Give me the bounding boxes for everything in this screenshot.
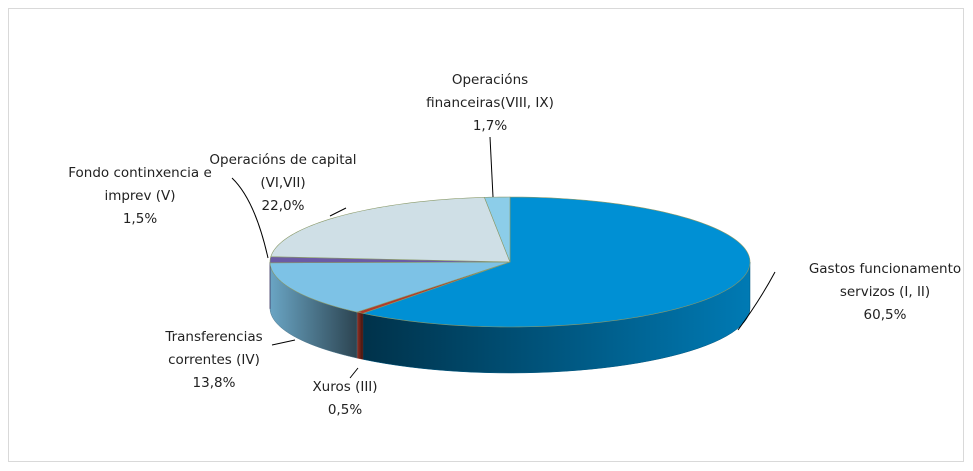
label-value: 0,5% [327,402,363,418]
chart-frame [8,8,964,462]
label-value: 1,5% [122,211,158,227]
data-label: Gastos funcionamento servizos (I, II) 60,… [790,258,973,327]
label-name: Operacións de capital (VI,VII) [209,152,357,191]
label-name: Fondo continxencia e imprev (V) [68,165,212,204]
data-label: Transferencias correntes (IV) 13,8% [144,326,284,395]
slice [270,197,511,263]
leader-line [271,339,296,346]
data-label: Operacións de capital (VI,VII) 22,0% [208,149,358,218]
label-name: Operacións financeiras(VIII, IX) [426,72,554,111]
label-name: Gastos funcionamento servizos (I, II) [808,261,962,300]
label-value: 1,7% [472,118,508,134]
label-value: 22,0% [261,198,305,214]
data-label: Operacións financeiras(VIII, IX) 1,7% [405,69,575,138]
label-value: 60,5% [863,307,907,323]
leader-line [737,271,776,331]
label-name: Transferencias correntes (IV) [165,329,263,368]
data-label: Fondo continxencia e imprev (V) 1,5% [55,162,225,231]
slice [483,196,511,263]
leader-line [489,136,494,198]
label-name: Xuros (III) [312,379,378,395]
slice [269,261,511,313]
label-value: 13,8% [192,375,236,391]
data-label: Xuros (III) 0,5% [295,376,395,422]
slice-side [356,311,364,360]
leader-line [349,367,359,379]
slice [361,196,751,328]
leader-line [329,207,347,217]
leader-line [231,177,269,259]
